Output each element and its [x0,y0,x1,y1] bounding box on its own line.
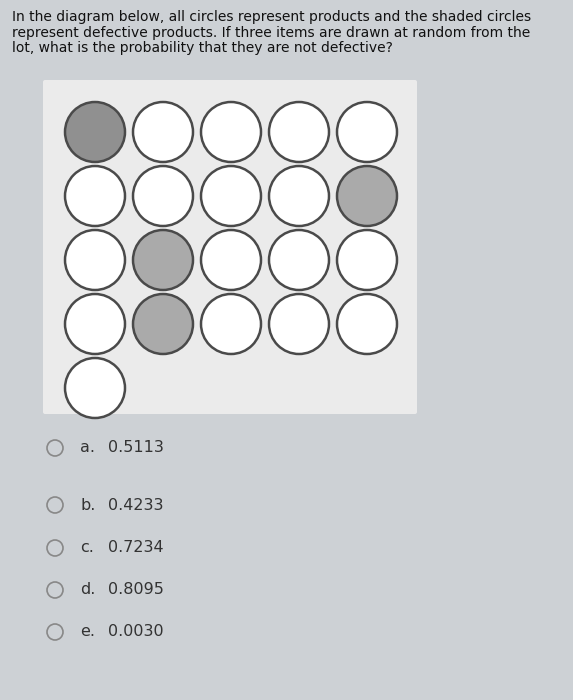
Text: c.: c. [80,540,94,556]
Ellipse shape [201,230,261,290]
Text: 0.5113: 0.5113 [108,440,164,456]
Ellipse shape [65,294,125,354]
Ellipse shape [201,102,261,162]
Text: b.: b. [80,498,95,512]
Ellipse shape [201,294,261,354]
Ellipse shape [65,166,125,226]
Text: 0.7234: 0.7234 [108,540,164,556]
Ellipse shape [337,166,397,226]
Text: 0.8095: 0.8095 [108,582,164,598]
Ellipse shape [269,230,329,290]
Ellipse shape [269,102,329,162]
Ellipse shape [269,294,329,354]
Ellipse shape [133,102,193,162]
Ellipse shape [337,230,397,290]
Text: 0.4233: 0.4233 [108,498,163,512]
Text: a.: a. [80,440,95,456]
Ellipse shape [65,358,125,418]
Ellipse shape [133,230,193,290]
Ellipse shape [337,294,397,354]
Text: 0.0030: 0.0030 [108,624,164,640]
Text: represent defective products. If three items are drawn at random from the: represent defective products. If three i… [12,25,530,39]
FancyBboxPatch shape [43,80,417,414]
Ellipse shape [47,582,63,598]
Ellipse shape [47,624,63,640]
Ellipse shape [65,230,125,290]
Text: d.: d. [80,582,95,598]
Ellipse shape [201,166,261,226]
Ellipse shape [133,166,193,226]
Ellipse shape [47,540,63,556]
Text: e.: e. [80,624,95,640]
Ellipse shape [65,102,125,162]
Ellipse shape [47,497,63,513]
Ellipse shape [133,294,193,354]
Ellipse shape [337,102,397,162]
Text: lot, what is the probability that they are not defective?: lot, what is the probability that they a… [12,41,393,55]
Ellipse shape [47,440,63,456]
Text: In the diagram below, all circles represent products and the shaded circles: In the diagram below, all circles repres… [12,10,531,24]
Ellipse shape [269,166,329,226]
